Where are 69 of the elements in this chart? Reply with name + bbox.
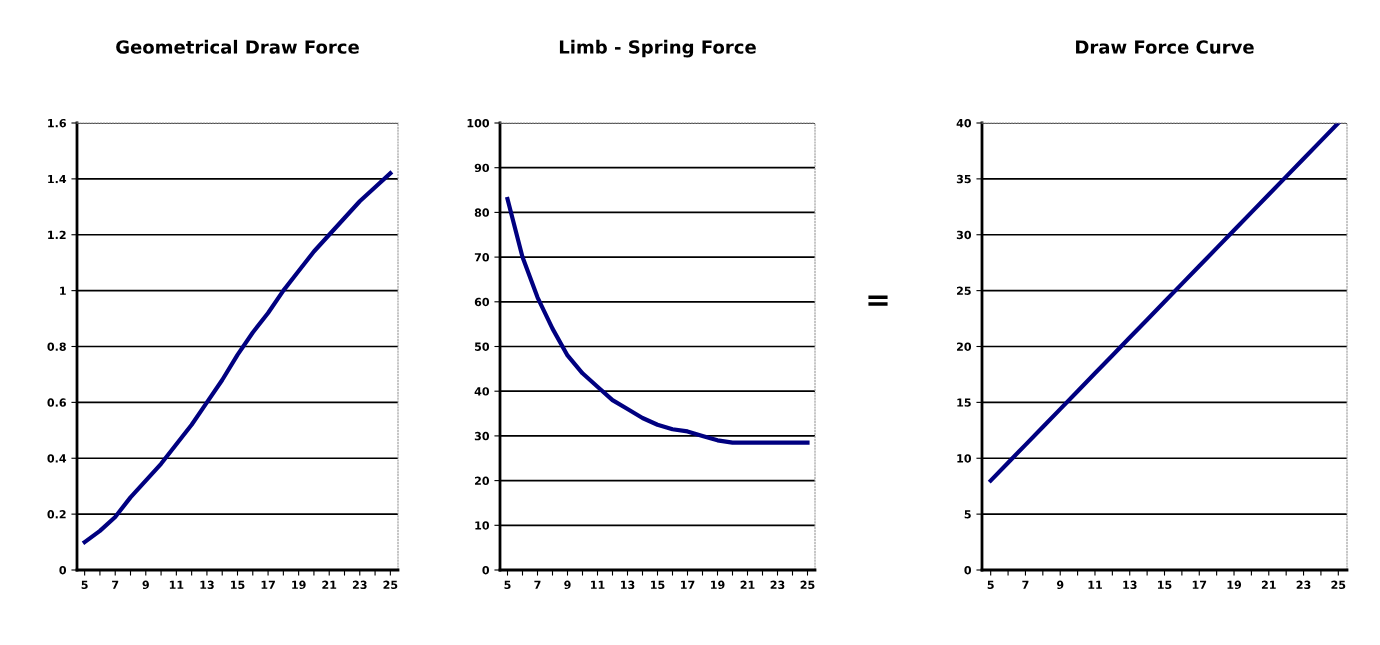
x-tick-label: 5 [81, 580, 88, 590]
y-tick-label: 0.6 [47, 398, 66, 407]
x-tick-label: 5 [504, 580, 511, 590]
y-tick-label: 30 [956, 230, 972, 240]
y-tick-label: 100 [467, 118, 490, 128]
x-tick-label: 25 [383, 580, 398, 590]
x-tick-label: 15 [1158, 580, 1172, 590]
y-tick-label: 1.4 [48, 175, 67, 184]
y-tick-label: 40 [956, 118, 972, 128]
x-tick-label: 21 [1261, 580, 1276, 589]
y-tick-label: 0.8 [47, 342, 66, 351]
chart-title: Draw Force Curve [1076, 40, 1254, 54]
y-tick-label: 35 [956, 174, 971, 184]
x-tick-label: 15 [231, 580, 245, 590]
line-series [82, 171, 393, 545]
y-tick-label: 0.4 [47, 454, 67, 463]
text: = [868, 295, 888, 306]
y-tick-label: 5 [964, 510, 971, 519]
x-tick-label: 13 [621, 580, 635, 590]
x-tick-label: 25 [1331, 580, 1346, 590]
x-tick-label: 11 [1088, 580, 1102, 589]
x-tick-label: 15 [651, 580, 665, 590]
x-tick-label: 25 [800, 580, 815, 590]
x-tick-label: 19 [292, 580, 306, 590]
x-tick-label: 11 [169, 580, 184, 589]
y-tick-label: 1.6 [48, 118, 66, 128]
y-tick-label: 60 [474, 297, 490, 307]
x-tick-label: 23 [770, 580, 785, 590]
y-tick-label: 90 [474, 163, 490, 173]
y-tick-label: 1 [60, 286, 66, 295]
x-tick-label: 23 [352, 580, 367, 590]
x-tick-label: 23 [1296, 580, 1311, 590]
x-tick-label: 17 [1192, 580, 1207, 589]
y-tick-label: 10 [475, 521, 490, 530]
x-tick-label: 7 [1022, 580, 1029, 589]
y-tick-label: 70 [474, 253, 490, 262]
x-tick-label: 9 [564, 580, 571, 590]
y-tick-label: 30 [474, 431, 490, 441]
line-series [505, 196, 810, 445]
chart-title: Limb - Spring Force [559, 39, 756, 58]
x-tick-label: 7 [534, 580, 541, 589]
y-tick-label: 40 [474, 387, 490, 396]
y-tick-label: 20 [475, 476, 490, 485]
y-tick-label: 1.2 [48, 230, 66, 239]
x-tick-label: 11 [591, 580, 605, 589]
x-tick-label: 21 [322, 580, 337, 589]
x-tick-label: 7 [112, 580, 119, 589]
y-tick-label: 0.2 [47, 510, 66, 519]
y-tick-label: 10 [957, 454, 972, 463]
x-tick-label: 9 [142, 580, 149, 590]
y-tick-label: 20 [957, 342, 972, 351]
x-tick-label: 5 [987, 580, 994, 590]
x-tick-label: 19 [1227, 580, 1242, 590]
x-tick-label: 17 [261, 580, 275, 589]
x-tick-label: 13 [200, 580, 214, 590]
line-series [988, 123, 1341, 483]
x-tick-label: 17 [681, 580, 695, 589]
y-tick-label: 15 [957, 398, 971, 407]
y-tick-label: 0 [964, 565, 972, 575]
y-tick-label: 50 [474, 342, 490, 351]
x-tick-label: 13 [1123, 580, 1137, 590]
y-tick-label: 80 [474, 208, 490, 217]
x-tick-label: 9 [1056, 580, 1064, 590]
x-tick-label: 19 [711, 580, 725, 590]
y-tick-label: 0 [59, 565, 67, 575]
y-tick-label: 0 [482, 565, 490, 575]
chart-title: Geometrical Draw Force [116, 39, 359, 54]
x-tick-label: 21 [740, 580, 755, 589]
y-tick-label: 25 [957, 286, 971, 295]
